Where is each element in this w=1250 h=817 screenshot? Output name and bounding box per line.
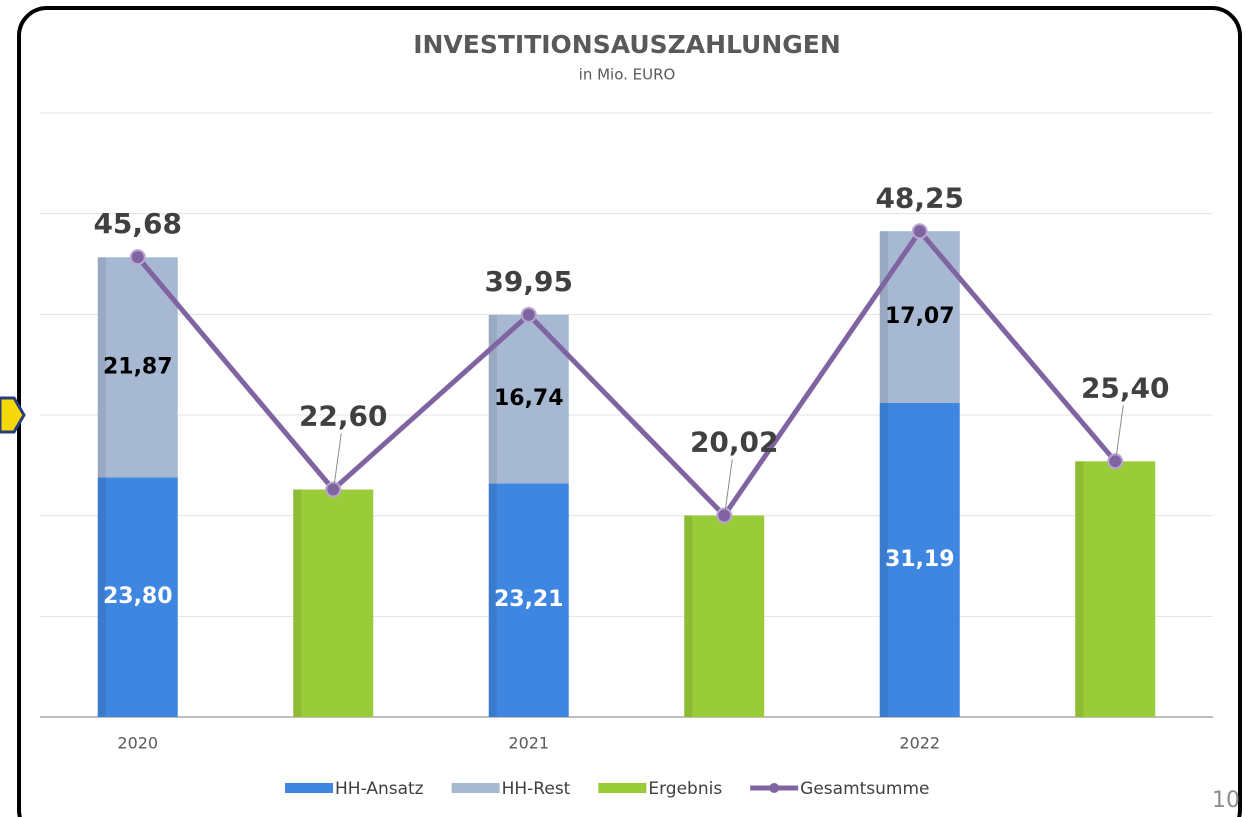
legend-label: Gesamtsumme xyxy=(800,779,929,799)
leader-line xyxy=(724,459,733,511)
bar-shade xyxy=(97,257,106,478)
line-value-label: 45,68 xyxy=(93,207,182,240)
line-value-label: 39,95 xyxy=(484,265,573,298)
legend-label: Ergebnis xyxy=(648,779,722,799)
bar-segment xyxy=(1075,461,1156,717)
bar-value-label: 21,87 xyxy=(103,354,173,379)
bar-shade xyxy=(488,483,497,717)
bar-value-label: 31,19 xyxy=(885,547,955,572)
chart-title: INVESTITIONSAUSZAHLUNGEN xyxy=(413,30,841,59)
line-value-label: 48,25 xyxy=(875,181,964,214)
legend-label: HH-Rest xyxy=(502,779,571,799)
legend-label: HH-Ansatz xyxy=(335,779,424,799)
bar-segment xyxy=(293,489,374,717)
bar-segment xyxy=(488,483,569,717)
line-point xyxy=(716,507,733,524)
line-point xyxy=(911,223,928,240)
bar-segment xyxy=(684,515,765,717)
x-tick-label: 2021 xyxy=(508,734,549,753)
bar-segment xyxy=(97,477,178,717)
bar-shade xyxy=(97,477,106,717)
line-value-label: 20,02 xyxy=(690,425,779,458)
bar-shade xyxy=(1075,461,1084,717)
line-point xyxy=(325,481,342,498)
bar-segment xyxy=(97,257,178,478)
bar-shade xyxy=(879,231,888,404)
page-number: 10 xyxy=(1212,788,1240,813)
bar-value-label: 16,74 xyxy=(494,386,564,411)
bar-shade xyxy=(684,515,693,717)
line-value-label: 25,40 xyxy=(1081,371,1170,404)
bar-value-label: 23,21 xyxy=(494,587,564,612)
bar-value-label: 17,07 xyxy=(885,304,955,329)
leader-line xyxy=(333,433,342,485)
x-tick-label: 2020 xyxy=(117,734,158,753)
leader-line xyxy=(1115,405,1124,457)
line-point xyxy=(520,306,537,323)
frame xyxy=(17,6,1242,817)
bar-shade xyxy=(488,314,497,484)
line-point xyxy=(1107,453,1124,470)
arrow-marker xyxy=(0,396,26,434)
bar-value-label: 23,80 xyxy=(103,584,173,609)
legend-swatch xyxy=(285,783,333,793)
legend-swatch xyxy=(598,783,647,793)
legend-swatch xyxy=(769,783,780,793)
line-point xyxy=(129,249,146,266)
bar-shade xyxy=(293,489,302,717)
legend-swatch xyxy=(451,783,500,793)
x-tick-label: 2022 xyxy=(899,734,940,753)
bar-shade xyxy=(879,403,888,717)
line-series xyxy=(135,228,1118,518)
chart-subtitle: in Mio. EURO xyxy=(579,66,676,84)
bar-segment xyxy=(879,403,960,717)
line-value-label: 22,60 xyxy=(299,399,388,432)
